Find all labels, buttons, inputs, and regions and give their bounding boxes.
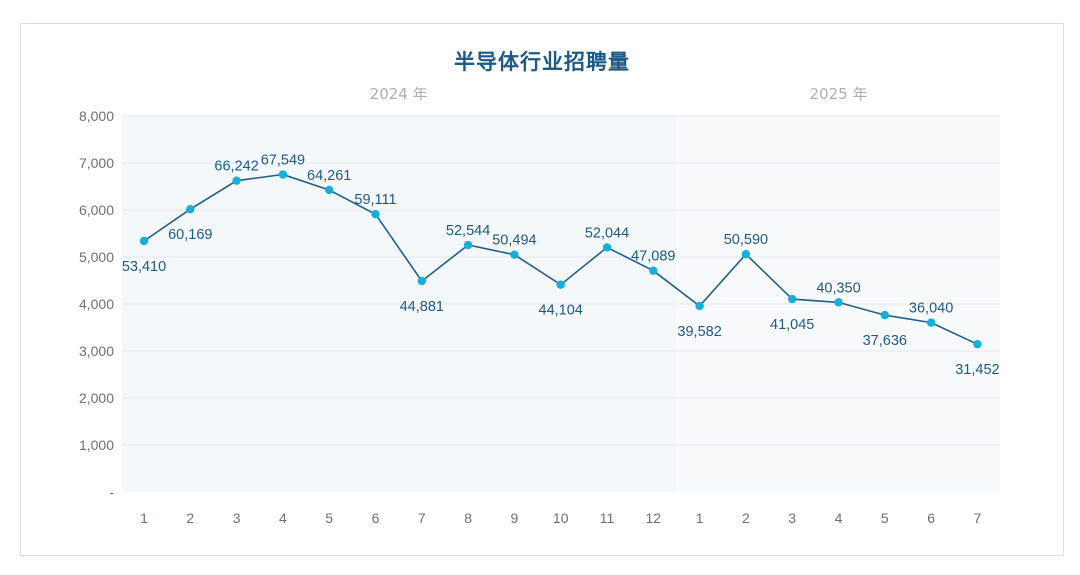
x-tick-label: 5: [881, 510, 889, 526]
y-tick-label: 8,000: [79, 108, 114, 124]
year-labels: 2024 年 2025 年: [370, 85, 868, 103]
data-point: [834, 298, 843, 307]
data-point: [741, 250, 751, 259]
x-tick-label: 2: [742, 510, 750, 526]
x-tick-label: 3: [788, 510, 796, 526]
y-tick-label: 6,000: [79, 202, 114, 218]
y-tick-label: 2,000: [79, 390, 114, 406]
data-point: [788, 294, 797, 304]
data-label: 41,045: [770, 317, 814, 333]
x-tick-label: 6: [372, 510, 380, 526]
y-tick-label: 5,000: [79, 249, 114, 265]
y-axis-ticks: - 1,000 2,000 3,000 4,000 5,000 6,000 7,000 8,00…: [79, 108, 114, 500]
x-tick-label: 11: [600, 510, 615, 526]
data-point: [186, 205, 195, 214]
x-tick-label: 6: [927, 510, 935, 526]
data-label: 44,881: [400, 299, 444, 315]
y-tick-label: 1,000: [79, 437, 114, 453]
data-point: [973, 339, 982, 349]
data-point: [232, 176, 241, 185]
x-tick-label: 1: [696, 510, 704, 526]
x-tick-label: 8: [464, 510, 472, 526]
data-label: 66,242: [214, 159, 258, 175]
data-point: [649, 266, 658, 275]
x-tick-label: 9: [511, 510, 519, 526]
chart-title: 半导体行业招聘量: [454, 50, 630, 74]
data-label: 39,582: [677, 324, 721, 340]
data-label: 31,452: [955, 362, 999, 378]
data-label: 59,111: [354, 192, 396, 208]
x-tick-label: 2: [186, 510, 194, 526]
data-point: [278, 170, 288, 179]
data-point: [602, 243, 612, 252]
data-label: 60,169: [168, 227, 212, 243]
data-point: [556, 280, 565, 289]
year-label: 2025 年: [810, 85, 868, 103]
x-axis-ticks: 1 2 3 4 5 6 7 8 9 10 11 12 1 2 3 4 5 6 7: [140, 510, 981, 526]
data-point: [417, 276, 426, 286]
x-tick-label: 7: [974, 510, 982, 526]
x-tick-label: 5: [325, 510, 333, 526]
y-tick-label: -: [109, 484, 114, 500]
data-label: 64,261: [307, 168, 351, 184]
data-point: [463, 240, 473, 250]
x-tick-label: 12: [646, 510, 662, 526]
data-label: 40,350: [816, 280, 860, 296]
data-point: [695, 301, 704, 311]
data-point: [371, 209, 380, 219]
y-tick-label: 4,000: [79, 296, 114, 312]
x-tick-label: 1: [140, 510, 148, 526]
data-point: [880, 310, 889, 320]
y-tick-label: 3,000: [79, 343, 114, 359]
data-label: 37,636: [863, 333, 907, 349]
data-label: 52,044: [585, 225, 629, 241]
data-label: 36,040: [909, 301, 953, 317]
x-tick-label: 10: [553, 510, 569, 526]
grid-lines: [122, 115, 1000, 446]
data-label: 50,494: [492, 233, 536, 249]
data-point: [926, 318, 936, 327]
x-tick-label: 7: [418, 510, 426, 526]
year-label: 2024 年: [370, 85, 428, 103]
data-points: [139, 170, 982, 349]
x-tick-label: 4: [835, 510, 843, 526]
data-point: [139, 236, 149, 246]
x-tick-label: 3: [233, 510, 241, 526]
data-label: 52,544: [446, 223, 490, 239]
data-label: 47,089: [631, 249, 675, 265]
data-label: 44,104: [539, 303, 583, 319]
data-point: [510, 250, 519, 259]
y-tick-label: 7,000: [79, 155, 114, 171]
data-point: [325, 185, 334, 195]
data-label: 53,410: [122, 259, 166, 275]
x-tick-label: 4: [279, 510, 287, 526]
data-label: 50,590: [724, 232, 768, 248]
data-label: 67,549: [261, 153, 305, 169]
